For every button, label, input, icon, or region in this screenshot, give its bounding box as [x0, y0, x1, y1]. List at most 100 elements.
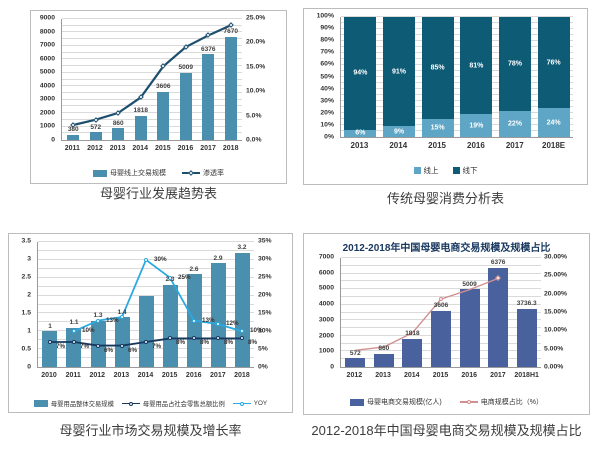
bar	[373, 353, 394, 367]
gridline	[62, 71, 242, 73]
point-label: 13%	[202, 316, 215, 324]
gridline	[341, 257, 541, 258]
bar	[516, 308, 537, 367]
point-label: 8%	[176, 339, 186, 347]
y-tick-label: 3000	[318, 316, 334, 324]
bar-segment	[460, 17, 493, 115]
panel-industry-trend: 0 1000 2000 3000 4000 5000 6000 7000 8000 9000 38…	[0, 0, 300, 225]
x-tick-label: 2015	[428, 141, 446, 150]
x-tick-label: 2017	[200, 145, 216, 152]
line-marker	[96, 343, 100, 348]
gridline	[341, 124, 573, 125]
y-tick-label: 25.0%	[246, 14, 266, 22]
line-layer	[62, 19, 242, 140]
y-tick-label: 30%	[258, 255, 272, 263]
point-label: 8%	[200, 339, 210, 347]
legend-swatch-line	[232, 400, 251, 407]
gridline	[62, 24, 242, 26]
legend-item: 母婴线上交易规模	[93, 168, 166, 178]
y-tick-label: 3000	[39, 95, 55, 103]
y-tick-label: 3	[27, 255, 31, 263]
gridline	[341, 46, 573, 47]
legend-label: 线上	[423, 166, 439, 175]
gridline	[38, 294, 254, 296]
legend-item: 线下	[452, 165, 478, 176]
x-tick-label: 2014	[137, 372, 154, 379]
y-tick-label: 35%	[258, 237, 272, 245]
gridline	[341, 94, 573, 95]
line-marker	[120, 315, 124, 319]
data-line	[74, 260, 242, 331]
bar-label: 1818	[133, 107, 148, 115]
legend-label: 母婴线上交易规模	[110, 170, 166, 177]
legend-line-marker	[128, 401, 133, 406]
gridline	[62, 132, 242, 134]
gridline	[341, 58, 573, 59]
y-tick-label: 2.5	[21, 273, 31, 281]
bar	[402, 338, 423, 367]
point-label: 8%	[248, 339, 258, 347]
gridline	[62, 51, 242, 53]
x-tick-label: 2012	[87, 145, 103, 152]
gridline	[62, 85, 242, 87]
y-tick-label: 0.00%	[544, 363, 564, 371]
y-tick-label: 7000	[318, 253, 334, 261]
y-tick-label: 100%	[316, 12, 334, 20]
y-tick-label: 10.00%	[544, 326, 568, 334]
point-label: 8%	[224, 339, 234, 347]
y-axis-left: 0 0.5 1 1.5 2 2.5 3 3.5	[9, 238, 34, 371]
point-label: 10%	[81, 327, 95, 335]
legend-label: 母婴用品整体交易规模	[50, 401, 114, 408]
y-tick-label: 10.0%	[246, 87, 266, 95]
bar	[138, 295, 154, 367]
gridline	[341, 34, 573, 35]
gridline	[62, 112, 242, 114]
y-tick-label: 1	[27, 327, 31, 335]
y-axis-left: 0% 10% 20% 30% 40% 50% 60% 70% 80% 90% 100%	[304, 12, 337, 141]
line-marker	[71, 340, 76, 344]
gridline	[38, 285, 254, 287]
y-tick-label: 70%	[320, 48, 334, 56]
bar-label: 860	[378, 345, 390, 353]
gridline	[62, 105, 242, 107]
x-tick-label: 2018E	[542, 141, 566, 150]
gridline	[62, 65, 242, 67]
y-tick-label: 15.00%	[544, 308, 568, 316]
bar	[162, 284, 178, 367]
bar	[66, 327, 82, 367]
legend-item: 母婴电商交易规模(亿人)	[350, 397, 442, 407]
point-label: 7%	[152, 342, 162, 350]
point-label: 6%	[104, 346, 114, 354]
gridline	[62, 44, 242, 46]
y-tick-label: 5000	[318, 285, 334, 293]
x-tick-label: 2014	[132, 145, 148, 152]
bar-label: 6376	[201, 45, 216, 53]
point-label: 7%	[79, 342, 90, 350]
x-tick-label: 2015	[161, 372, 178, 379]
legend-label: 渗透率	[203, 170, 224, 177]
line-marker	[192, 336, 196, 341]
bar-label: 3736.3	[516, 300, 537, 308]
bar-label: 3606	[433, 302, 449, 310]
x-axis: 2010 2011 2012 2013 2014 2015 2016 2017 2018	[37, 370, 254, 382]
x-axis: 2011 2012 2013 2014 2015 2016 2017 2018	[61, 143, 242, 155]
y-axis-right: 0.00% 5.00% 10.00% 15.00% 20.00% 25.00% 30.00%	[541, 254, 587, 371]
gridline	[38, 276, 254, 278]
y-tick-label: 80%	[320, 36, 334, 44]
y-tick-label: 10%	[258, 327, 272, 335]
legend-swatch-square	[452, 167, 460, 174]
gridline	[341, 264, 541, 266]
x-tick-label: 2013	[350, 141, 369, 150]
gridline	[341, 16, 573, 17]
bar-label: 1	[48, 322, 52, 330]
gridline	[38, 241, 254, 242]
segment-label: 85%	[430, 64, 445, 72]
gridline	[62, 18, 242, 19]
y-tick-label: 15%	[258, 309, 272, 317]
legend-swatch-bar	[33, 400, 48, 407]
y-axis-right: 0.0% 5.0% 10.0% 15.0% 20.0% 25.0%	[243, 14, 284, 144]
y-tick-label: 0%	[324, 133, 334, 141]
legend-item: YOY	[232, 400, 267, 407]
bar	[157, 91, 170, 140]
bar	[179, 72, 192, 140]
